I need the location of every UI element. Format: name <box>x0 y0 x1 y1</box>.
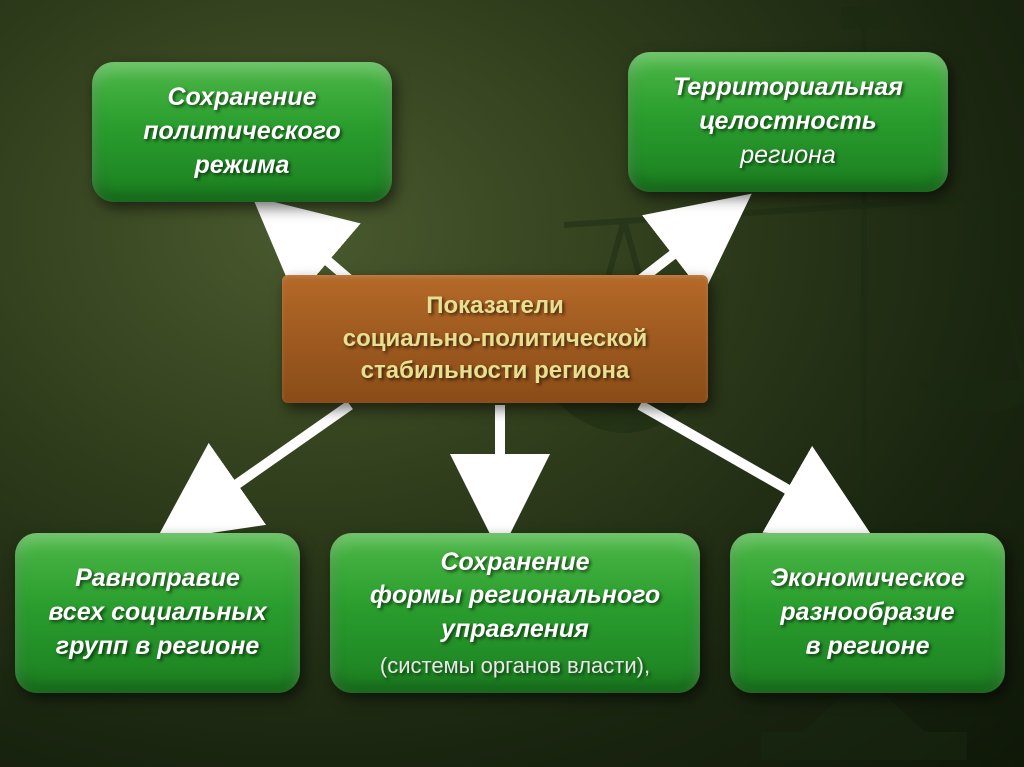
box-top-right-line1: Территориальная <box>673 71 903 105</box>
box-bottom-right-line2: разнообразие <box>770 596 965 630</box>
box-top-left-line3: режима <box>143 149 341 183</box>
box-center: Показатели социально-политической стабил… <box>282 275 708 403</box>
arrow-to-top-left <box>275 216 350 280</box>
box-bottom-center: Сохранение формы регионального управлени… <box>330 533 700 693</box>
box-top-left-line1: Сохранение <box>143 81 341 115</box>
box-center-line3: стабильности региона <box>343 355 648 387</box>
box-top-left-line2: политического <box>143 115 341 149</box>
box-bottom-left-line2: всех социальных <box>48 596 266 630</box>
box-center-line2: социально-политической <box>343 323 648 355</box>
box-bottom-right-line3: в регионе <box>770 630 965 664</box>
box-bottom-right-line1: Экономическое <box>770 562 965 596</box>
box-bottom-center-line1: Сохранение <box>370 546 660 580</box>
arrow-to-bottom-left <box>180 405 350 524</box>
box-bottom-left-line3: групп в регионе <box>48 630 266 664</box>
box-bottom-left: Равноправие всех социальных групп в реги… <box>15 533 300 693</box>
box-top-right-line2: целостность <box>673 105 903 139</box>
box-bottom-center-line3: управления <box>370 613 660 647</box>
box-center-line1: Показатели <box>343 290 648 322</box>
arrow-to-top-right <box>640 212 728 280</box>
box-top-left: Сохранение политического режима <box>92 62 392 202</box>
box-bottom-left-line1: Равноправие <box>48 562 266 596</box>
box-bottom-right: Экономическое разнообразие в регионе <box>730 533 1005 693</box>
box-top-right: Территориальная целостность региона <box>628 52 948 192</box>
box-top-right-line3: региона <box>673 139 903 173</box>
box-bottom-center-line2: формы регионального <box>370 579 660 613</box>
arrow-to-bottom-right <box>640 405 848 524</box>
box-bottom-center-line4: (системы органов власти), <box>370 651 660 681</box>
